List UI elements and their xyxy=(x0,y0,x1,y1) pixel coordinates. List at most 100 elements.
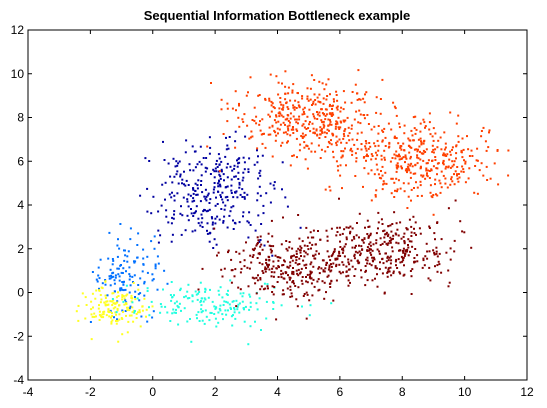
scatter-point-cluster-1 xyxy=(263,244,266,247)
scatter-point-cluster-5 xyxy=(299,271,302,274)
scatter-point-cluster-6 xyxy=(385,252,387,255)
scatter-point-cluster-7 xyxy=(375,111,378,114)
scatter-point-cluster-1 xyxy=(259,174,262,177)
scatter-point-cluster-6 xyxy=(392,270,395,273)
scatter-point-cluster-8 xyxy=(431,150,434,153)
scatter-point-cluster-1 xyxy=(247,221,250,224)
scatter-point-cluster-3 xyxy=(109,300,112,303)
scatter-point-cluster-1 xyxy=(260,223,263,225)
scatter-point-cluster-2 xyxy=(129,305,132,308)
scatter-point-cluster-3 xyxy=(138,311,141,314)
scatter-point-cluster-7 xyxy=(334,127,337,130)
scatter-point-cluster-7 xyxy=(359,122,362,125)
scatter-point-cluster-3 xyxy=(116,319,119,322)
scatter-point-cluster-6 xyxy=(389,239,392,242)
scatter-point-cluster-8 xyxy=(432,148,435,151)
scatter-point-cluster-5 xyxy=(265,267,268,270)
x-tick-label: 0 xyxy=(149,385,156,399)
scatter-point-cluster-8 xyxy=(453,160,456,163)
scatter-point-cluster-1 xyxy=(192,169,195,172)
scatter-point-cluster-2 xyxy=(116,318,118,321)
scatter-point-cluster-5 xyxy=(311,243,314,246)
chart-title: Sequential Information Bottleneck exampl… xyxy=(144,8,411,23)
scatter-point-cluster-1 xyxy=(226,162,229,165)
scatter-point-cluster-8 xyxy=(360,131,363,134)
scatter-point-cluster-6 xyxy=(358,236,360,239)
scatter-point-cluster-5 xyxy=(325,291,327,294)
scatter-point-cluster-5 xyxy=(329,286,332,288)
scatter-point-cluster-7 xyxy=(312,102,314,105)
scatter-point-cluster-6 xyxy=(407,238,410,241)
scatter-point-cluster-2 xyxy=(117,267,120,270)
scatter-point-cluster-1 xyxy=(226,185,229,188)
scatter-point-cluster-8 xyxy=(422,174,425,177)
scatter-point-cluster-1 xyxy=(259,169,262,172)
scatter-point-cluster-5 xyxy=(270,249,273,252)
scatter-point-cluster-2 xyxy=(118,247,121,250)
scatter-point-cluster-5 xyxy=(266,240,269,243)
scatter-point-cluster-8 xyxy=(406,171,408,174)
scatter-point-cluster-1 xyxy=(273,187,276,190)
scatter-point-cluster-7 xyxy=(321,131,324,134)
scatter-point-cluster-7 xyxy=(337,126,340,129)
scatter-point-cluster-8 xyxy=(425,162,428,165)
scatter-point-cluster-8 xyxy=(431,135,434,138)
scatter-point-cluster-2 xyxy=(114,274,117,277)
scatter-point-cluster-1 xyxy=(206,222,209,225)
scatter-point-cluster-5 xyxy=(285,240,288,242)
scatter-point-cluster-1 xyxy=(199,224,202,227)
scatter-point-cluster-8 xyxy=(324,188,327,191)
scatter-point-cluster-2 xyxy=(118,275,121,278)
scatter-point-cluster-5 xyxy=(306,245,309,247)
scatter-point-cluster-6 xyxy=(336,231,339,233)
scatter-point-cluster-1 xyxy=(201,191,204,194)
scatter-point-cluster-3 xyxy=(104,294,107,297)
scatter-point-cluster-2 xyxy=(142,248,145,251)
scatter-point-cluster-8 xyxy=(390,192,393,195)
scatter-point-cluster-6 xyxy=(396,267,399,269)
scatter-point-cluster-7 xyxy=(342,90,345,93)
scatter-point-cluster-7 xyxy=(314,150,317,153)
scatter-point-cluster-2 xyxy=(108,275,111,278)
scatter-point-cluster-6 xyxy=(408,218,411,221)
scatter-point-cluster-6 xyxy=(393,211,396,214)
scatter-point-cluster-3 xyxy=(117,291,119,294)
scatter-point-cluster-8 xyxy=(461,165,464,168)
scatter-point-cluster-4 xyxy=(160,305,163,308)
scatter-point-cluster-7 xyxy=(310,142,313,145)
scatter-point-cluster-1 xyxy=(218,218,221,221)
scatter-point-cluster-8 xyxy=(349,149,352,152)
scatter-point-cluster-6 xyxy=(356,251,359,254)
scatter-point-cluster-1 xyxy=(208,202,211,204)
scatter-point-cluster-1 xyxy=(208,240,211,243)
scatter-point-cluster-4 xyxy=(255,302,258,305)
scatter-point-cluster-4 xyxy=(225,293,228,296)
scatter-point-cluster-8 xyxy=(369,145,372,148)
scatter-point-cluster-1 xyxy=(205,199,208,202)
scatter-point-cluster-6 xyxy=(390,238,393,241)
scatter-point-cluster-8 xyxy=(395,170,398,173)
scatter-point-cluster-5 xyxy=(277,256,280,259)
scatter-point-cluster-8 xyxy=(454,170,457,173)
scatter-point-cluster-5 xyxy=(327,274,330,277)
scatter-point-cluster-6 xyxy=(380,218,383,221)
scatter-point-cluster-6 xyxy=(397,234,400,237)
scatter-point-cluster-6 xyxy=(389,266,392,269)
scatter-point-cluster-7 xyxy=(329,93,331,96)
scatter-point-cluster-7 xyxy=(359,98,362,101)
scatter-point-cluster-7 xyxy=(317,144,320,147)
scatter-point-cluster-8 xyxy=(378,176,381,179)
scatter-point-cluster-5 xyxy=(318,252,320,255)
scatter-point-cluster-8 xyxy=(419,158,422,161)
scatter-point-cluster-6 xyxy=(396,228,399,231)
scatter-point-cluster-1 xyxy=(234,140,237,143)
scatter-point-cluster-3 xyxy=(151,305,154,308)
scatter-point-cluster-5 xyxy=(254,282,257,285)
scatter-point-cluster-7 xyxy=(250,130,253,133)
scatter-point-cluster-8 xyxy=(400,165,403,168)
scatter-point-cluster-4 xyxy=(217,321,220,324)
scatter-point-cluster-8 xyxy=(453,183,456,186)
scatter-point-cluster-6 xyxy=(440,238,443,241)
scatter-point-cluster-3 xyxy=(116,301,118,304)
scatter-point-cluster-8 xyxy=(507,174,510,177)
